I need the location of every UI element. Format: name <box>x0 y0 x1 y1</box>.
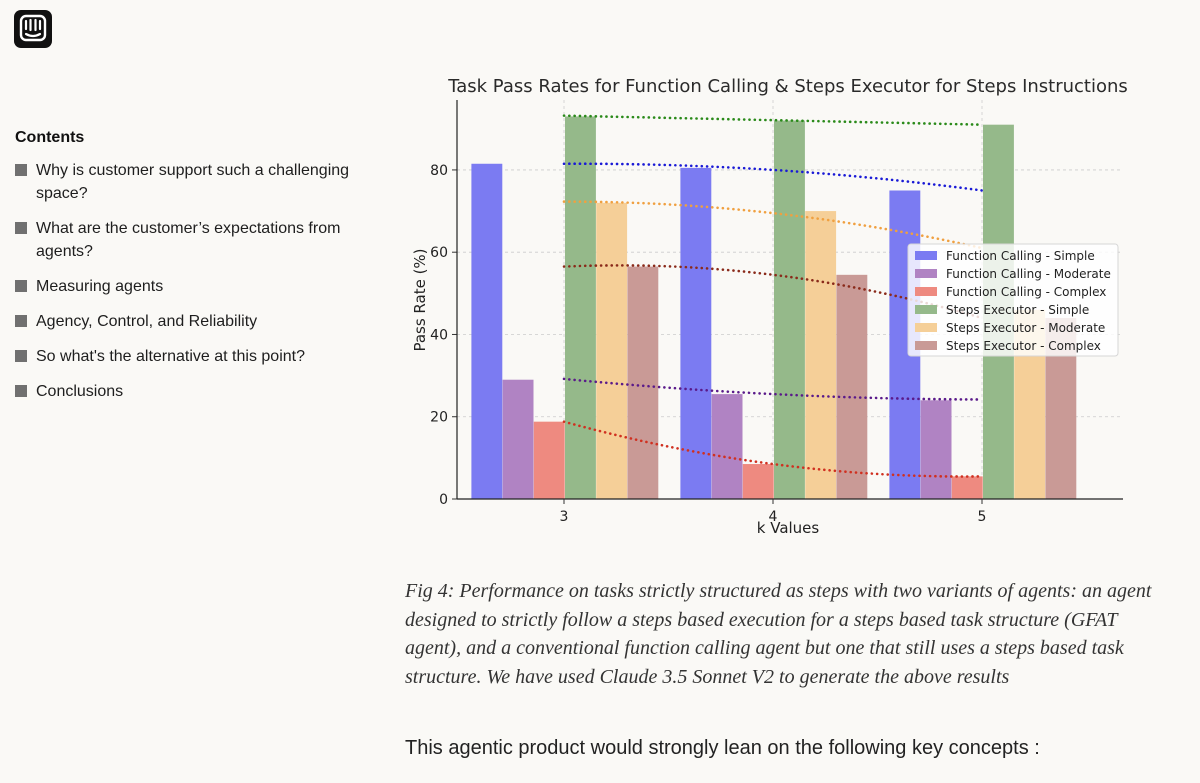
square-bullet-icon <box>15 315 27 327</box>
legend-label: Function Calling - Moderate <box>946 267 1111 281</box>
toc-item[interactable]: Measuring agents <box>15 275 375 298</box>
logo-icon <box>19 14 47 42</box>
toc-item-label: Why is customer support such a challengi… <box>36 162 350 202</box>
legend-swatch <box>915 269 937 278</box>
x-tick-label: 4 <box>769 509 778 525</box>
bar <box>920 400 952 499</box>
y-tick-label: 20 <box>430 410 448 426</box>
bar <box>774 120 805 499</box>
bar <box>742 464 774 499</box>
bar <box>471 163 503 499</box>
legend-label: Steps Executor - Complex <box>946 339 1101 353</box>
toc-item[interactable]: Why is customer support such a challengi… <box>15 159 375 205</box>
toc-item-label: So what's the alternative at this point? <box>36 348 305 365</box>
square-bullet-icon <box>15 222 27 234</box>
bar <box>805 211 837 499</box>
legend-label: Steps Executor - Moderate <box>946 321 1105 335</box>
bar <box>533 421 565 499</box>
bar <box>502 379 534 499</box>
toc-item-label: Conclusions <box>36 383 124 400</box>
square-bullet-icon <box>15 350 27 362</box>
square-bullet-icon <box>15 164 27 176</box>
bar <box>680 167 712 499</box>
toc-item[interactable]: Conclusions <box>15 380 375 403</box>
x-tick-label: 5 <box>978 509 987 525</box>
trendline <box>562 420 984 478</box>
square-bullet-icon <box>15 280 27 292</box>
bar <box>951 476 983 499</box>
body-paragraph: This agentic product would strongly lean… <box>405 737 1040 759</box>
trendline <box>562 114 984 126</box>
toc-item[interactable]: Agency, Control, and Reliability <box>15 310 375 333</box>
toc-title: Contents <box>15 129 85 146</box>
legend-swatch <box>915 251 937 260</box>
y-tick-label: 60 <box>430 245 448 261</box>
bar <box>627 266 659 499</box>
legend-swatch <box>915 323 937 332</box>
bar-chart: Task Pass Rates for Function Calling & S… <box>411 76 1128 537</box>
legend-label: Steps Executor - Simple <box>946 303 1089 317</box>
y-tick-label: 40 <box>430 327 448 343</box>
bar <box>596 202 628 499</box>
legend-label: Function Calling - Simple <box>946 249 1095 263</box>
toc-item-label: What are the customer’s expectations fro… <box>36 220 341 260</box>
chart-figure: Task Pass Rates for Function Calling & S… <box>405 70 1165 540</box>
bar <box>711 394 743 499</box>
y-tick-label: 0 <box>439 492 448 508</box>
x-axis-label: k Values <box>757 519 820 537</box>
x-tick-label: 3 <box>560 509 569 525</box>
toc-item-label: Agency, Control, and Reliability <box>36 313 258 330</box>
legend-swatch <box>915 341 937 350</box>
toc-item[interactable]: What are the customer’s expectations fro… <box>15 217 375 263</box>
legend-swatch <box>915 287 937 296</box>
legend-swatch <box>915 305 937 314</box>
toc-item-label: Measuring agents <box>36 278 164 295</box>
figure-caption: Fig 4: Performance on tasks strictly str… <box>405 580 1152 688</box>
bar <box>565 116 596 499</box>
toc-item[interactable]: So what's the alternative at this point? <box>15 345 375 368</box>
square-bullet-icon <box>15 385 27 397</box>
legend-label: Function Calling - Complex <box>946 285 1106 299</box>
intercom-logo[interactable] <box>14 10 52 48</box>
bar <box>836 274 868 499</box>
toc-list: Why is customer support such a challengi… <box>15 159 375 403</box>
legend-box <box>907 243 1119 357</box>
y-tick-label: 80 <box>430 163 448 179</box>
y-axis-label: Pass Rate (%) <box>411 248 429 351</box>
chart-title: Task Pass Rates for Function Calling & S… <box>447 76 1128 97</box>
table-of-contents: Contents Why is customer support such a … <box>15 129 375 415</box>
